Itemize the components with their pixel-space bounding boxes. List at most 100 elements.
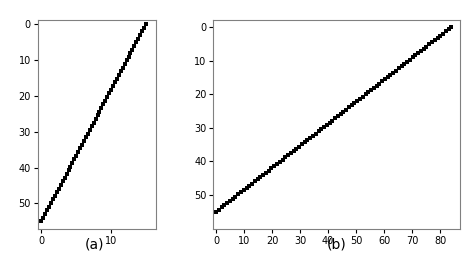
Point: [94, 113, 101, 117]
Point: [447, 25, 455, 29]
Point: [345, 105, 353, 109]
Point: [331, 116, 339, 120]
Point: [226, 199, 234, 203]
Point: [395, 66, 402, 70]
Point: [119, 66, 127, 70]
Point: [137, 33, 144, 37]
Point: [337, 112, 345, 116]
Point: [86, 128, 93, 132]
Point: [248, 182, 256, 186]
Point: [370, 86, 378, 90]
Point: [67, 165, 74, 169]
Point: [39, 216, 47, 220]
Point: [113, 77, 121, 81]
Point: [259, 173, 267, 177]
Point: [292, 147, 300, 151]
Point: [375, 82, 383, 86]
Point: [84, 132, 91, 136]
Point: [74, 150, 82, 154]
Point: [312, 132, 319, 136]
Point: [411, 53, 419, 57]
Point: [309, 134, 317, 138]
Point: [123, 58, 130, 62]
Point: [423, 44, 430, 49]
Point: [279, 157, 286, 162]
Point: [271, 164, 278, 168]
Point: [439, 31, 447, 36]
Point: [409, 55, 417, 59]
Point: [243, 186, 250, 190]
Point: [80, 139, 88, 143]
Point: [315, 129, 322, 133]
Point: [138, 29, 146, 33]
Point: [103, 95, 111, 99]
Point: [340, 110, 347, 114]
Point: [326, 121, 333, 125]
Point: [111, 81, 119, 85]
Point: [387, 73, 394, 77]
Point: [431, 38, 438, 42]
Point: [373, 84, 381, 88]
Point: [320, 125, 328, 129]
Point: [306, 136, 314, 140]
Point: [356, 97, 364, 101]
Point: [420, 47, 428, 51]
Point: [401, 62, 408, 66]
Point: [73, 154, 80, 158]
Point: [125, 55, 132, 59]
Point: [59, 179, 66, 183]
Point: [378, 79, 386, 83]
Point: [135, 37, 142, 41]
Point: [323, 123, 330, 127]
Point: [63, 172, 70, 176]
Point: [65, 168, 73, 172]
Point: [53, 190, 61, 194]
Point: [212, 210, 220, 214]
Point: [121, 62, 128, 66]
Point: [100, 102, 107, 106]
Point: [414, 51, 422, 55]
Point: [78, 142, 86, 147]
Point: [229, 197, 237, 201]
Point: [140, 26, 148, 30]
Point: [426, 42, 433, 46]
Point: [218, 205, 226, 210]
Point: [262, 171, 270, 175]
Point: [265, 168, 273, 172]
Point: [251, 179, 259, 183]
Point: [268, 166, 275, 170]
Point: [88, 124, 96, 128]
Point: [51, 194, 59, 198]
Point: [49, 197, 57, 201]
Point: [434, 36, 441, 40]
Point: [117, 69, 125, 73]
Point: [318, 127, 325, 131]
Point: [101, 99, 109, 103]
Point: [367, 88, 375, 92]
Point: [237, 190, 245, 194]
Point: [69, 161, 76, 165]
Point: [273, 162, 281, 166]
Point: [240, 188, 247, 192]
Point: [295, 145, 303, 149]
Text: (b): (b): [327, 237, 346, 251]
Point: [76, 146, 84, 150]
Point: [61, 176, 68, 180]
Point: [334, 114, 342, 118]
Point: [362, 92, 369, 97]
Point: [127, 51, 134, 55]
Point: [130, 44, 138, 48]
Point: [71, 157, 78, 161]
Point: [298, 142, 306, 147]
Point: [42, 212, 49, 216]
Point: [44, 209, 51, 213]
Point: [384, 75, 392, 79]
Point: [246, 184, 253, 188]
Point: [437, 34, 444, 38]
Point: [92, 117, 100, 121]
Point: [109, 84, 117, 88]
Point: [304, 138, 311, 142]
Text: (a): (a): [85, 237, 105, 251]
Point: [276, 160, 283, 164]
Point: [90, 121, 98, 125]
